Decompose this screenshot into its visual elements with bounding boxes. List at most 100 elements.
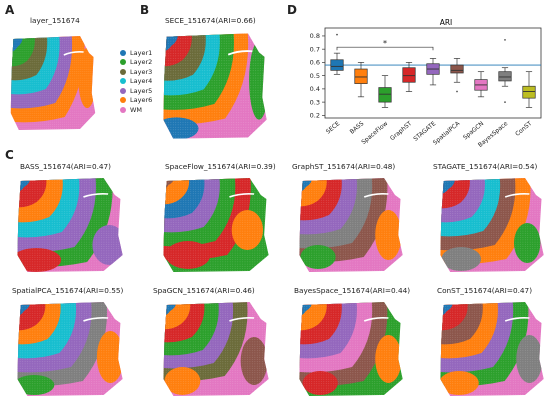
legend-dot-layer1 bbox=[120, 49, 126, 56]
spatial-map-spatialpca bbox=[14, 299, 126, 399]
significance-label: * bbox=[383, 39, 387, 48]
outlier-point bbox=[456, 90, 458, 93]
panel-letter-c: C bbox=[5, 148, 14, 162]
tissue-fold bbox=[229, 317, 255, 322]
spatial-map-spagcn bbox=[160, 299, 272, 399]
box-sece bbox=[330, 59, 344, 71]
legend-item-layer1: Layer1 bbox=[120, 48, 152, 58]
y-tick-label: 0.2 bbox=[310, 112, 320, 120]
legend-label-layer2: Layer2 bbox=[130, 58, 153, 67]
tissue-fold bbox=[363, 193, 389, 198]
legend-label-layer4: Layer4 bbox=[130, 77, 153, 86]
tissue-fold bbox=[504, 193, 530, 198]
mapC1-drawing bbox=[163, 178, 269, 272]
significance-bracket bbox=[336, 46, 434, 51]
panel-a-title: layer_151674 bbox=[30, 16, 80, 25]
legend-dot-layer5 bbox=[120, 87, 126, 94]
x-tick-label: SECE bbox=[325, 120, 342, 136]
panel-b-title: SECE_151674(ARI=0.66) bbox=[165, 16, 256, 25]
panel-c-title-3: GraphST_151674(ARI=0.48) bbox=[292, 162, 396, 171]
legend-label-layer5: Layer5 bbox=[130, 86, 153, 95]
mapC5-drawing bbox=[163, 302, 269, 396]
box-bass bbox=[354, 68, 368, 84]
legend-label-layer3: Layer3 bbox=[130, 67, 153, 76]
box-bayesspace bbox=[498, 71, 512, 82]
panel-c-title-4: STAGATE_151674(ARI=0.54) bbox=[433, 162, 538, 171]
spot-texture bbox=[17, 178, 123, 272]
spot-texture bbox=[299, 178, 403, 272]
box-const bbox=[522, 85, 536, 99]
panel-letter-d: D bbox=[287, 3, 297, 17]
mapC2-drawing bbox=[299, 178, 403, 272]
panel-c-title-1: BASS_151674(ARI=0.47) bbox=[20, 162, 112, 171]
ari-boxplot: ARI 0.2 0.3 0.4 0.5 0.6 0.7 0.8 SECE BASSSpaceFl… bbox=[310, 18, 542, 149]
legend-item-wm: WM bbox=[120, 105, 152, 115]
legend-item-layer3: Layer3 bbox=[120, 67, 152, 77]
box-spatialpca bbox=[450, 64, 464, 74]
legend-dot-layer4 bbox=[120, 78, 126, 85]
legend-label-layer6: Layer6 bbox=[130, 96, 153, 105]
spatial-map-sece bbox=[160, 30, 270, 142]
y-tick-label: 0.3 bbox=[310, 98, 320, 106]
panel-letter-b: B bbox=[140, 3, 150, 17]
legend-item-layer5: Layer5 bbox=[120, 86, 152, 96]
outlier-point bbox=[336, 33, 338, 36]
legend-dot-layer6 bbox=[120, 97, 126, 104]
tissue-fold bbox=[83, 317, 109, 322]
x-tick-label: SpatialPCA bbox=[432, 120, 462, 147]
spatial-map-bass bbox=[14, 175, 126, 275]
tissue-fold bbox=[229, 193, 255, 198]
outlier-point bbox=[504, 39, 506, 41]
tissue-fold bbox=[63, 51, 84, 56]
box-graphst bbox=[402, 67, 416, 83]
legend-label-layer1: Layer1 bbox=[130, 48, 153, 57]
panel-c-title-7: BayesSpace_151674(ARI=0.44) bbox=[294, 286, 411, 295]
mapC3-drawing bbox=[440, 178, 544, 272]
spot-texture bbox=[10, 36, 96, 130]
layer-legend: Layer1 Layer2 Layer3 Layer4 Layer5 Layer… bbox=[120, 48, 152, 115]
y-tick-label: 0.7 bbox=[310, 45, 320, 53]
mapB-drawing bbox=[163, 33, 267, 139]
x-tick-label: SpaceFlow bbox=[360, 120, 389, 146]
x-tick-label: ConST bbox=[514, 120, 533, 138]
spatial-map-graphst bbox=[296, 175, 406, 275]
panel-c-title-8: ConST_151674(ARI=0.47) bbox=[437, 286, 533, 295]
y-tick-label: 0.4 bbox=[310, 85, 320, 93]
panel-c-title-6: SpaGCN_151674(ARI=0.46) bbox=[153, 286, 255, 295]
spot-texture bbox=[17, 302, 123, 396]
spot-texture bbox=[440, 302, 544, 396]
legend-label-wm: WM bbox=[130, 105, 143, 114]
box-spaceflow bbox=[378, 87, 392, 103]
spot-texture bbox=[163, 178, 269, 272]
y-tick-label: 0.5 bbox=[310, 72, 320, 80]
mapA-drawing bbox=[10, 36, 96, 130]
legend-item-layer2: Layer2 bbox=[120, 58, 152, 68]
legend-item-layer4: Layer4 bbox=[120, 77, 152, 87]
spatial-map-stagate bbox=[437, 175, 547, 275]
tissue-fold bbox=[83, 193, 109, 198]
tissue-fold bbox=[504, 317, 530, 322]
mapC6-drawing bbox=[299, 302, 403, 396]
x-tick-label: BASS bbox=[349, 120, 366, 136]
spatial-map-bayesspace bbox=[296, 299, 406, 399]
panel-c-title-2: SpaceFlow_151674(ARI=0.39) bbox=[165, 162, 276, 171]
tissue-fold bbox=[363, 317, 389, 322]
spot-texture bbox=[440, 178, 544, 272]
y-tick-label: 0.6 bbox=[310, 59, 320, 67]
x-tick-label: GraphST bbox=[389, 120, 414, 142]
spot-texture bbox=[163, 33, 267, 139]
legend-dot-layer3 bbox=[120, 68, 126, 75]
mapC4-drawing bbox=[17, 302, 123, 396]
outlier-point bbox=[504, 101, 506, 104]
y-tick-label: 0.8 bbox=[310, 32, 320, 40]
legend-dot-layer2 bbox=[120, 59, 126, 66]
mapC7-drawing bbox=[440, 302, 544, 396]
legend-item-layer6: Layer6 bbox=[120, 96, 152, 106]
spot-texture bbox=[299, 302, 403, 396]
panel-letter-a: A bbox=[5, 3, 15, 17]
panel-c-title-5: SpatialPCA_151674(ARI=0.55) bbox=[12, 286, 124, 295]
tissue-fold bbox=[227, 50, 253, 56]
mapC0-drawing bbox=[17, 178, 123, 272]
spot-texture bbox=[163, 302, 269, 396]
spatial-map-const bbox=[437, 299, 547, 399]
